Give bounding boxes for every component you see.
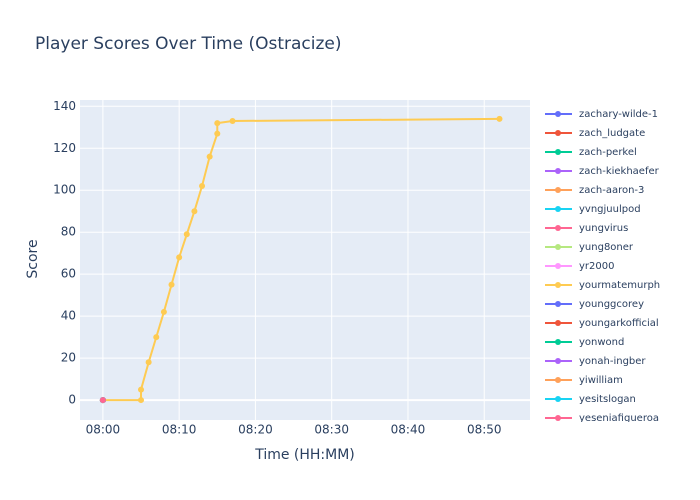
legend-marker — [555, 225, 561, 231]
legend-label: youngarkofficial — [579, 318, 659, 329]
legend-item[interactable]: yourmatemurph — [545, 280, 660, 291]
legend-item[interactable]: yr2000 — [545, 261, 614, 272]
legend-item[interactable]: yiwilliam — [545, 375, 623, 386]
legend-item[interactable]: younggcorey — [545, 299, 644, 310]
legend-marker — [555, 415, 561, 421]
y-tick-label: 0 — [68, 393, 76, 407]
legend-item[interactable]: yvngjuulpod — [545, 204, 641, 215]
legend-marker — [555, 149, 561, 155]
data-point — [168, 281, 175, 288]
legend-item[interactable]: zach-aaron-3 — [545, 185, 644, 196]
legend-marker — [555, 244, 561, 250]
y-tick-label: 120 — [53, 141, 76, 155]
legend-item[interactable]: yung8oner — [545, 242, 634, 253]
legend-marker — [555, 301, 561, 307]
legend-item[interactable]: yeseniafigueroa — [545, 413, 659, 424]
data-point — [214, 120, 221, 127]
data-point — [199, 183, 206, 190]
legend-label: younggcorey — [579, 299, 644, 310]
data-point — [214, 130, 221, 137]
x-tick-label: 08:40 — [391, 423, 426, 437]
legend-marker — [555, 396, 561, 402]
plot-area — [80, 100, 530, 420]
legend-item[interactable]: yonwond — [545, 337, 624, 348]
data-point — [160, 308, 167, 315]
legend-item[interactable]: yesitslogan — [545, 394, 636, 405]
legend-item[interactable]: zachary-wilde-1 — [545, 109, 658, 120]
legend-marker — [555, 130, 561, 136]
legend-label: yungvirus — [579, 223, 628, 234]
legend-label: yonah-ingber — [579, 356, 646, 367]
data-point — [191, 208, 198, 215]
legend-marker — [555, 111, 561, 117]
x-tick-label: 08:00 — [86, 423, 121, 437]
legend-item[interactable]: zach-kiekhaefer — [545, 166, 660, 177]
legend-marker — [555, 168, 561, 174]
legend-label: yourmatemurph — [579, 280, 660, 291]
legend-item[interactable]: zach-perkel — [545, 147, 637, 158]
data-point — [176, 254, 183, 261]
legend-marker — [555, 282, 561, 288]
chart-title: Player Scores Over Time (Ostracize) — [35, 34, 342, 54]
data-point — [229, 117, 236, 124]
data-point — [496, 115, 503, 122]
legend-marker — [555, 358, 561, 364]
legend-item[interactable]: zach_ludgate — [545, 128, 645, 139]
legend-label: zachary-wilde-1 — [579, 109, 658, 120]
legend-marker — [555, 377, 561, 383]
x-axis-title: Time (HH:MM) — [254, 447, 355, 463]
legend-label: yr2000 — [579, 261, 614, 272]
legend-item[interactable]: youngarkofficial — [545, 318, 659, 329]
legend-marker — [555, 206, 561, 212]
legend-marker — [555, 339, 561, 345]
y-tick-label: 100 — [53, 183, 76, 197]
x-tick-label: 08:10 — [162, 423, 197, 437]
legend-label: yung8oner — [579, 242, 634, 253]
data-point — [206, 153, 213, 160]
legend-label: yvngjuulpod — [579, 204, 641, 215]
data-point — [99, 397, 106, 404]
x-tick-label: 08:20 — [238, 423, 273, 437]
data-point — [145, 359, 152, 366]
legend-item[interactable]: yungvirus — [545, 223, 628, 234]
x-tick-label: 08:30 — [314, 423, 349, 437]
y-tick-label: 80 — [61, 225, 76, 239]
data-point — [153, 334, 160, 341]
legend-marker — [555, 187, 561, 193]
y-tick-label: 140 — [53, 99, 76, 113]
legend-label: zach_ludgate — [579, 128, 645, 139]
x-tick-label: 08:50 — [467, 423, 502, 437]
legend-label: zach-kiekhaefer — [579, 166, 660, 177]
y-axis-title: Score — [25, 239, 41, 278]
legend-item[interactable]: yonah-ingber — [545, 356, 646, 367]
data-point — [138, 386, 145, 393]
legend-label: yesitslogan — [579, 394, 636, 405]
y-tick-label: 60 — [61, 267, 76, 281]
series-line — [102, 117, 500, 402]
y-tick-label: 40 — [61, 309, 76, 323]
legend-label: zach-perkel — [579, 147, 637, 158]
legend-label: yiwilliam — [579, 375, 623, 386]
data-point — [183, 231, 190, 238]
legend-marker — [555, 320, 561, 326]
legend-label: zach-aaron-3 — [579, 185, 644, 196]
y-tick-label: 20 — [61, 351, 76, 365]
legend-label: yeseniafigueroa — [579, 413, 659, 424]
data-point — [138, 397, 145, 404]
legend-marker — [555, 263, 561, 269]
legend-label: yonwond — [579, 337, 624, 348]
